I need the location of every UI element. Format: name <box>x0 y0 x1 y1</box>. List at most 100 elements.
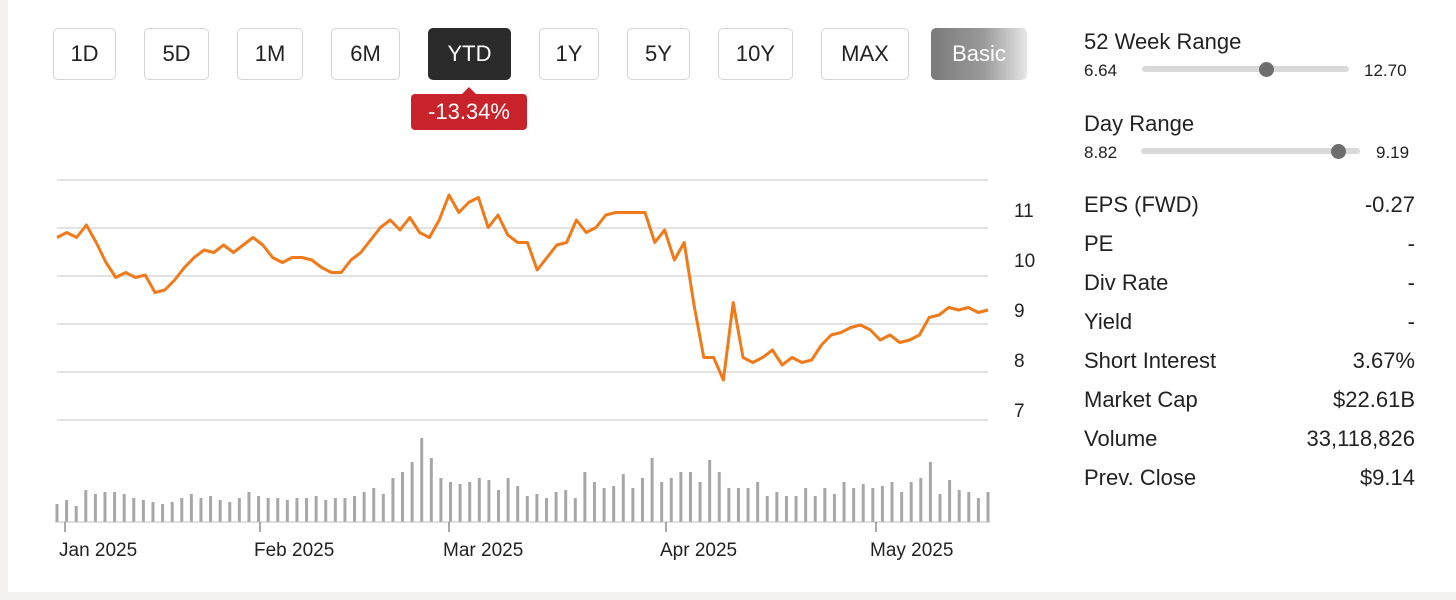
volume-bar <box>391 478 395 522</box>
volume-bar <box>765 496 769 522</box>
y-tick-label: 11 <box>1014 201 1034 222</box>
period-1d-button[interactable]: 1D <box>53 28 116 80</box>
volume-bar <box>516 486 520 522</box>
volume-bar <box>631 488 635 522</box>
volume-bar <box>93 494 97 522</box>
x-tick-label: Apr 2025 <box>660 540 737 561</box>
volume-bar <box>804 488 808 522</box>
stat-row-volume: Volume 33,118,826 <box>1084 426 1415 456</box>
volume-bar <box>276 498 280 522</box>
volume-bar <box>122 494 126 522</box>
stat-row-yield: Yield - <box>1084 309 1415 339</box>
volume-bar <box>151 502 155 522</box>
period-6m-button[interactable]: 6M <box>331 28 400 80</box>
volume-bar <box>871 488 875 522</box>
volume-bar <box>688 472 692 522</box>
volume-bar <box>257 496 261 522</box>
volume-bar <box>813 496 817 522</box>
volume-bar <box>170 502 174 522</box>
week52-range-track <box>1142 66 1349 72</box>
volume-bar <box>660 482 664 522</box>
x-tick-label: Mar 2025 <box>443 540 523 561</box>
volume-bar <box>727 488 731 522</box>
volume-bar <box>228 502 232 522</box>
volume-bar <box>487 480 491 522</box>
stat-row-div-rate: Div Rate - <box>1084 270 1415 300</box>
week52-range-title: 52 Week Range <box>1084 29 1242 54</box>
volume-bar <box>612 486 616 522</box>
period-ytd-button[interactable]: YTD <box>428 28 511 80</box>
day-range-title: Day Range <box>1084 111 1195 136</box>
volume-bar <box>372 488 376 522</box>
stat-label: Prev. Close <box>1084 465 1197 490</box>
stat-label: Volume <box>1084 426 1158 451</box>
volume-bar <box>324 500 328 522</box>
volume-bar <box>209 496 213 522</box>
volume-bar <box>775 492 779 522</box>
volume-bar <box>468 482 472 522</box>
volume-bar <box>497 490 501 522</box>
period-5d-button[interactable]: 5D <box>144 28 209 80</box>
stat-value: - <box>1407 309 1415 334</box>
y-tick-label: 10 <box>1014 251 1035 272</box>
volume-bar <box>890 482 894 522</box>
volume-bar <box>717 472 721 522</box>
volume-bar <box>410 462 414 522</box>
volume-bar <box>842 482 846 522</box>
volume-bar <box>919 478 923 522</box>
volume-bar <box>669 478 673 522</box>
volume-bar <box>976 498 980 522</box>
day-range-marker <box>1331 144 1347 159</box>
volume-bar <box>909 482 913 522</box>
volume-bar <box>621 474 625 522</box>
volume-bar <box>583 472 587 522</box>
period-5y-button[interactable]: 5Y <box>627 28 690 80</box>
volume-bar <box>592 482 596 522</box>
volume-bar <box>928 462 932 522</box>
volume-bar <box>237 498 241 522</box>
stat-value: 33,118,826 <box>1306 426 1415 451</box>
volume-bar <box>554 492 558 522</box>
volume-bar <box>420 438 424 522</box>
volume-bar <box>314 496 318 522</box>
stat-value: - <box>1407 231 1415 256</box>
volume-bar <box>84 490 88 522</box>
y-tick-label: 8 <box>1014 351 1025 372</box>
volume-bar <box>861 484 865 522</box>
stat-value: 3.67% <box>1352 348 1415 373</box>
volume-bar <box>708 460 712 522</box>
period-max-button[interactable]: MAX <box>821 28 909 80</box>
volume-bar <box>948 480 952 522</box>
x-tick-label: Feb 2025 <box>254 540 334 561</box>
stat-row-eps: EPS (FWD) -0.27 <box>1084 192 1415 222</box>
volume-bar <box>784 496 788 522</box>
volume-bar <box>429 458 433 522</box>
period-1m-button[interactable]: 1M <box>237 28 303 80</box>
volume-bar <box>161 504 165 522</box>
period-10y-button[interactable]: 10Y <box>718 28 793 80</box>
volume-bar <box>362 492 366 522</box>
period-1y-button[interactable]: 1Y <box>539 28 599 80</box>
ytd-change-badge: -13.34% <box>411 87 527 130</box>
volume-bar <box>113 492 117 522</box>
stat-label: PE <box>1084 231 1114 256</box>
volume-bar <box>746 488 750 522</box>
y-tick-label: 9 <box>1014 301 1025 322</box>
volume-bar <box>141 500 145 522</box>
volume-bar <box>266 498 270 522</box>
week52-low: 6.64 <box>1084 61 1118 80</box>
basic-toggle-button[interactable]: Basic <box>931 28 1027 80</box>
volume-bar <box>823 488 827 522</box>
volume-bar <box>602 488 606 522</box>
price-line <box>56 193 989 382</box>
volume-bar <box>295 498 299 522</box>
volume-bar <box>247 492 251 522</box>
volume-bar <box>199 498 203 522</box>
stat-value: -0.27 <box>1364 192 1415 217</box>
volume-bar <box>525 496 529 522</box>
volume-bar <box>544 498 548 522</box>
volume-bar <box>477 478 481 522</box>
volume-bar <box>132 498 136 522</box>
volume-bar <box>343 498 347 522</box>
volume-bar <box>573 498 577 522</box>
